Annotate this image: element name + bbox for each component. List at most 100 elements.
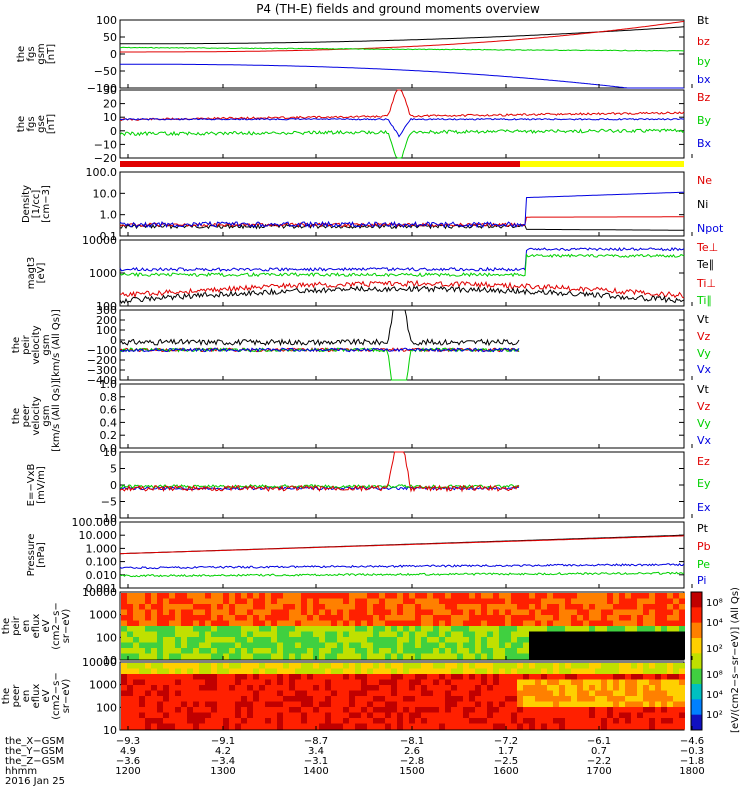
spectrogram-cell: [631, 696, 637, 702]
spectrogram-cell: [649, 701, 655, 708]
spectrogram-cell: [511, 674, 517, 680]
y-axis-label-line: gse: [36, 115, 47, 133]
spectrogram-cell: [529, 593, 535, 599]
spectrogram-cell: [121, 701, 127, 708]
spectrogram-cell: [559, 637, 565, 643]
spectrogram-cell: [319, 718, 325, 724]
spectrogram-cell: [211, 674, 217, 680]
spectrogram-cell: [379, 620, 385, 627]
spectrogram-cell: [541, 707, 547, 713]
spectrogram-cell: [643, 723, 649, 730]
x-tick-label: −9.1: [211, 736, 235, 747]
spectrogram-cell: [229, 620, 235, 627]
spectrogram-cell: [577, 696, 583, 702]
spectrogram-cell: [379, 648, 385, 654]
spectrogram-cell: [373, 679, 379, 686]
spectrogram-cell: [445, 604, 451, 610]
spectrogram-cell: [187, 593, 193, 599]
spectrogram-cell: [199, 620, 205, 627]
spectrogram-cell: [121, 598, 127, 605]
y-axis-label-line: [nPa]: [36, 542, 47, 568]
spectrogram-cell: [361, 696, 367, 702]
spectrogram-cell: [307, 637, 313, 643]
spectrogram-cell: [121, 626, 127, 632]
spectrogram-cell: [337, 631, 343, 638]
spectrogram-cell: [445, 718, 451, 724]
spectrogram-cell: [511, 707, 517, 713]
spectrogram-cell: [565, 668, 571, 675]
spectrogram-cell: [637, 690, 643, 697]
spectrogram-cell: [199, 674, 205, 680]
spectrogram-cell: [235, 690, 241, 697]
spectrogram-cell: [253, 593, 259, 599]
spectrogram-cell: [463, 663, 469, 669]
spectrogram-cell: [427, 637, 433, 643]
spectrogram-cell: [283, 723, 289, 730]
spectrogram-cell: [361, 690, 367, 697]
spectrogram-cell: [385, 642, 391, 649]
spectrogram-cell: [259, 609, 265, 616]
spectrogram-cell: [409, 685, 415, 691]
legend-entry: Ex: [697, 501, 711, 514]
spectrogram-cell: [649, 685, 655, 691]
spectrogram-cell: [181, 674, 187, 680]
spectrogram-cell: [469, 598, 475, 605]
spectrogram-cell: [157, 674, 163, 680]
spectrogram-cell: [655, 707, 661, 713]
spectrogram-cell: [319, 604, 325, 610]
spectrogram-cell: [589, 615, 595, 621]
spectrogram-cell: [505, 637, 511, 643]
spectrogram-cell: [259, 685, 265, 691]
plot-title: P4 (TH-E) fields and ground moments over…: [256, 2, 540, 16]
spectrogram-cell: [319, 712, 325, 719]
spectrogram-cell: [325, 598, 331, 605]
spectrogram-cell: [421, 593, 427, 599]
spectrogram-cell: [499, 674, 505, 680]
spectrogram-cell: [391, 663, 397, 669]
colorbar-swatch: [691, 592, 702, 608]
spectrogram-cell: [139, 626, 145, 632]
legend-entry: bx: [697, 73, 711, 86]
spectrogram-cell: [523, 626, 529, 632]
spectrogram-cell: [205, 615, 211, 621]
spectrogram-cell: [577, 604, 583, 610]
spectrogram-cell: [391, 707, 397, 713]
spectrogram-cell: [679, 701, 685, 708]
spectrogram-cell: [283, 604, 289, 610]
spectrogram-cell: [217, 631, 223, 638]
spectrogram-cell: [379, 642, 385, 649]
spectrogram-cell: [553, 690, 559, 697]
legend-entry: Ti⊥: [696, 277, 716, 290]
spectrogram-cell: [217, 598, 223, 605]
spectrogram-cell: [367, 620, 373, 627]
spectrogram-cell: [481, 626, 487, 632]
y-axis-label-line: en: [21, 620, 32, 633]
spectrogram-cell: [583, 648, 589, 654]
spectrogram-cell: [595, 609, 601, 616]
spectrogram-cell: [247, 648, 253, 654]
colorbar-swatch: [691, 684, 702, 700]
spectrogram-cell: [271, 604, 277, 610]
spectrogram-cell: [571, 593, 577, 599]
x-axis-row-label: the_Z−GSM: [5, 756, 64, 767]
spectrogram-cell: [169, 707, 175, 713]
spectrogram-cell: [241, 674, 247, 680]
spectrogram-cell: [247, 696, 253, 702]
spectrogram-cell: [511, 668, 517, 675]
spectrogram-cell: [649, 620, 655, 627]
spectrogram-cell: [631, 701, 637, 708]
spectrogram-cell: [571, 637, 577, 643]
y-axis-label-line: [1/cc]: [31, 190, 42, 219]
spectrogram-cell: [181, 604, 187, 610]
spectrogram-cell: [277, 631, 283, 638]
spectrogram-cell: [199, 604, 205, 610]
spectrogram-cell: [139, 701, 145, 708]
spectrogram-cell: [175, 626, 181, 632]
spectrogram-cell: [523, 723, 529, 730]
spectrogram-cell: [571, 615, 577, 621]
spectrogram-cell: [619, 663, 625, 669]
spectrogram-cell: [571, 679, 577, 686]
spectrogram-cell: [679, 685, 685, 691]
legend-entry: Ni: [697, 198, 708, 211]
